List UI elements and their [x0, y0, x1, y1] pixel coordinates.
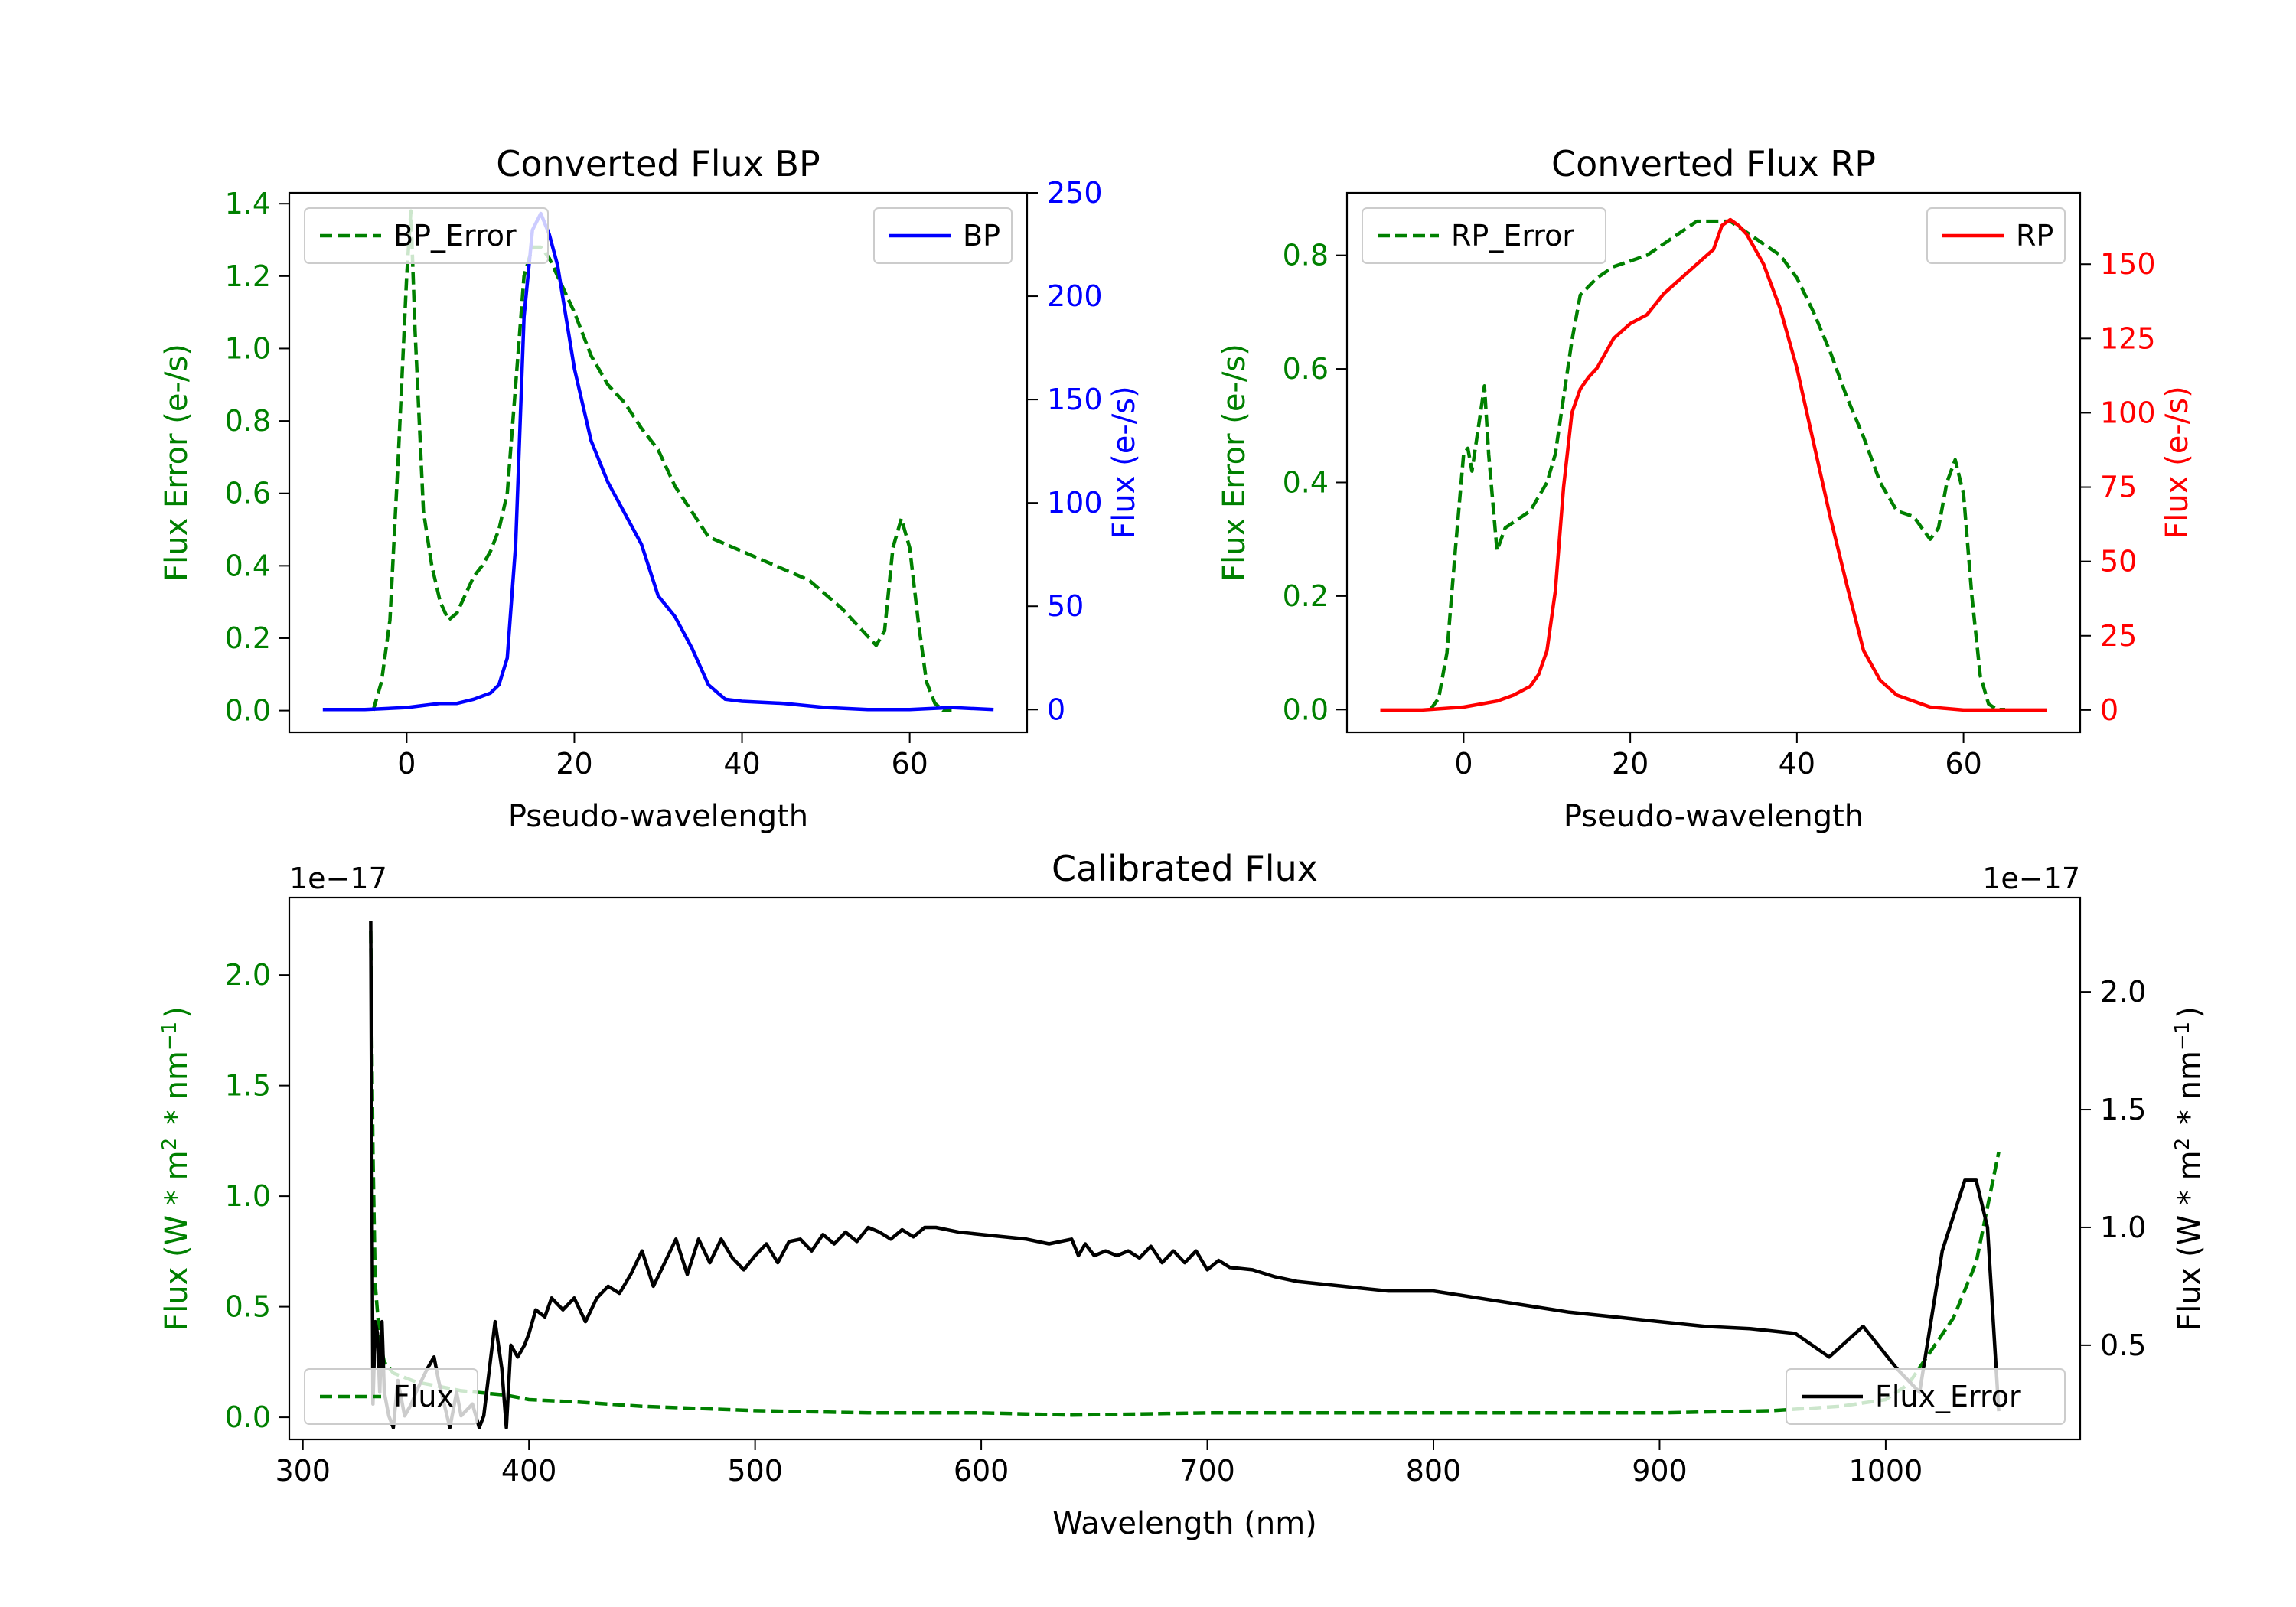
y-right-offset-text: 1e−17: [1982, 862, 2080, 895]
y-right-tick-label: 75: [2100, 471, 2137, 504]
axes-frame: [288, 896, 2082, 1441]
rp-subplot: Converted Flux RP 0 20 40 60 Pseudo-wavelengt…: [1217, 143, 2195, 834]
chart-title: Converted Flux BP: [496, 143, 820, 184]
y-right-tick-label: 150: [1047, 383, 1103, 416]
legend-label: BP_Error: [393, 219, 517, 253]
y-right-axis-label: Flux (e-/s): [1107, 386, 1142, 539]
x-tick-label: 900: [1632, 1454, 1688, 1488]
x-tick-label: 600: [954, 1454, 1009, 1488]
series-line-rp-error: [1429, 219, 2005, 712]
x-tick-label: 500: [727, 1454, 783, 1488]
y-right-tick-label: 1.5: [2100, 1093, 2146, 1126]
y-left-tick-label: 0.6: [1283, 352, 1329, 386]
legend-label: RP_Error: [1451, 219, 1574, 253]
y-left-tick-label: 1.0: [225, 331, 271, 365]
y-left-axis-label: Flux (W * m2 * nm−1 ): [158, 1006, 194, 1331]
y-left-axis-label: Flux Error (e-/s): [159, 344, 194, 582]
chart-title: Calibrated Flux: [1052, 848, 1318, 889]
y-left-tick-label: 0.2: [1283, 579, 1329, 613]
bp-subplot: Converted Flux BP 0 20 40 60 Pseudo-wavelengt…: [159, 143, 1142, 834]
y-left-tick-label: 0.2: [225, 621, 271, 655]
x-axis-label: Pseudo-wavelength: [1564, 799, 1864, 834]
legend-box: [304, 1368, 478, 1425]
y-right-tick-label: 250: [1047, 176, 1103, 210]
y-left-tick-label: 1.0: [225, 1179, 271, 1213]
legend-flux-error: Flux: [304, 1368, 478, 1425]
y-left-tick-label: 0.6: [225, 477, 271, 510]
y-right-tick-label: 1.0: [2100, 1211, 2146, 1244]
y-left-tick-label: 0.5: [225, 1290, 271, 1324]
y-left-tick-label: 0.8: [1283, 239, 1329, 272]
y-right-tick-label: 150: [2100, 247, 2156, 281]
legend-label: RP: [2016, 219, 2053, 253]
axes-frame: [1345, 191, 2082, 734]
x-tick-label: 20: [556, 747, 592, 781]
legend-box: [1786, 1368, 2066, 1425]
x-tick-label: 800: [1406, 1454, 1462, 1488]
chart-title: Converted Flux RP: [1551, 143, 1876, 184]
x-tick-label: 300: [275, 1454, 331, 1488]
x-tick-label: 20: [1612, 747, 1649, 781]
x-tick-label: 60: [891, 747, 928, 781]
series-line-rp: [1380, 217, 2047, 712]
y-left-tick-label: 0.0: [1283, 693, 1329, 726]
x-tick-label: 40: [723, 747, 760, 781]
y-right-tick-label: 100: [1047, 486, 1103, 520]
y-left-tick-label: 0.0: [225, 694, 271, 728]
x-tick-label: 1000: [1849, 1454, 1923, 1488]
x-axis-label: Pseudo-wavelength: [508, 799, 808, 834]
x-tick-label: 0: [1454, 747, 1473, 781]
axes-frame: [288, 191, 1029, 734]
y-right-tick-label: 0: [2100, 693, 2118, 727]
y-left-tick-label: 1.2: [225, 259, 271, 293]
legend-label: Flux_Error: [1875, 1380, 2021, 1413]
y-right-tick-label: 50: [2100, 545, 2137, 579]
x-axis-label: Wavelength (nm): [1052, 1506, 1317, 1541]
legend-box: [304, 207, 549, 264]
legend-label: Flux: [393, 1380, 454, 1413]
legend-rp-error: RP_Error: [1362, 207, 1606, 264]
legend-label: BP: [963, 219, 1000, 253]
y-left-tick-label: 0.8: [225, 404, 271, 438]
x-tick-label: 0: [397, 747, 416, 781]
y-right-axis-label: Flux (W * m2 * nm−1 ): [2171, 1006, 2207, 1331]
y-right-tick-label: 200: [1047, 279, 1103, 313]
y-left-tick-label: 2.0: [225, 958, 271, 992]
x-tick-label: 700: [1179, 1454, 1235, 1488]
x-tick-label: 40: [1779, 747, 1815, 781]
legend-rp: RP: [1926, 207, 2066, 264]
y-left-offset-text: 1e−17: [289, 862, 387, 895]
series-line-bp: [322, 211, 994, 712]
x-tick-label: 400: [501, 1454, 557, 1488]
y-left-tick-label: 1.4: [225, 187, 271, 220]
x-tick-label: 60: [1945, 747, 1981, 781]
y-right-tick-label: 50: [1047, 589, 1084, 623]
y-left-tick-label: 0.0: [225, 1400, 271, 1434]
y-right-axis-label: Flux (e-/s): [2160, 386, 2195, 539]
legend-bp: BP: [873, 207, 1013, 264]
y-left-axis-label: Flux Error (e-/s): [1217, 344, 1252, 582]
y-right-tick-label: 0: [1047, 693, 1065, 726]
y-right-tick-label: 2.0: [2100, 975, 2146, 1009]
y-left-tick-label: 0.4: [225, 549, 271, 582]
y-right-tick-label: 0.5: [2100, 1328, 2146, 1362]
y-right-tick-label: 125: [2100, 321, 2156, 355]
y-right-tick-label: 25: [2100, 619, 2137, 653]
y-left-tick-label: 0.4: [1283, 465, 1329, 499]
series-line-bp-error: [371, 209, 952, 712]
y-left-tick-label: 1.5: [225, 1069, 271, 1103]
y-right-tick-label: 100: [2100, 396, 2156, 429]
legend-bp-error: BP_Error: [304, 207, 549, 264]
calibrated-flux-subplot: Calibrated Flux 300 400 500 600 700 800 900 1000…: [158, 848, 2207, 1541]
legend-box: [1362, 207, 1606, 264]
legend-flux: Flux_Error: [1786, 1368, 2066, 1425]
